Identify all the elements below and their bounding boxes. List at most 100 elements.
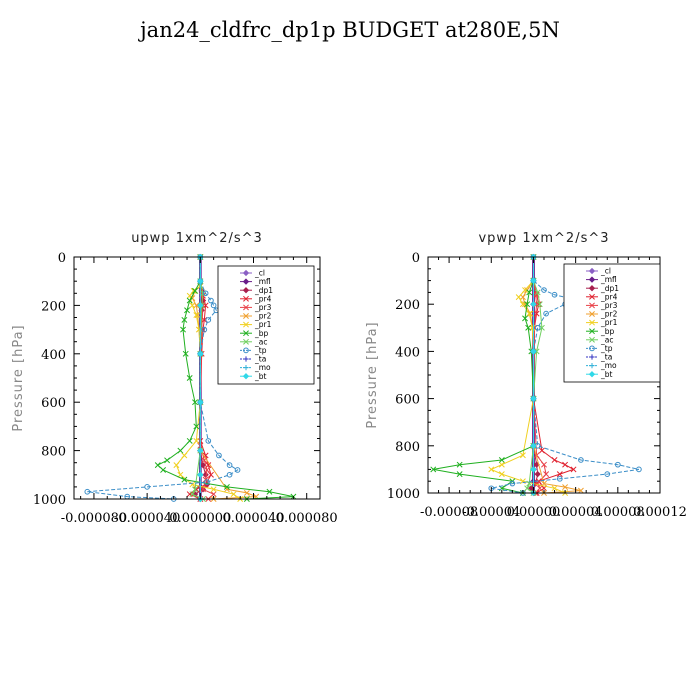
legend-entry: _bt	[586, 370, 613, 379]
legend-entry: _ac	[240, 337, 267, 346]
series-tp	[84, 254, 241, 502]
legend-label: _ta	[254, 355, 266, 364]
data-point	[515, 294, 522, 301]
data-point	[562, 461, 569, 468]
panel-title: vpwp 1xm^2/s^3	[478, 231, 609, 246]
data-point	[530, 395, 537, 402]
legend-entry: _pr3	[240, 303, 272, 312]
legend-entry: _bp	[586, 327, 615, 336]
data-point	[204, 479, 210, 485]
legend-marker	[589, 302, 595, 309]
legend-entry: _mfl	[240, 277, 271, 286]
data-point	[522, 315, 528, 322]
legend-label: _mo	[600, 361, 617, 370]
data-point	[522, 287, 528, 293]
data-point	[519, 452, 526, 459]
data-point	[536, 301, 543, 308]
legend-marker	[242, 373, 250, 380]
legend-marker	[589, 319, 595, 326]
legend-label: _ac	[254, 337, 267, 346]
data-point	[498, 461, 505, 468]
legend-label: _dp1	[254, 286, 273, 295]
data-point	[192, 399, 198, 406]
data-point	[189, 491, 196, 498]
legend: _cl_mfl_dp1_pr4_pr3_pr2_pr1_bp_ac_tp_ta_…	[563, 263, 661, 383]
legend-entry: _ta	[586, 353, 612, 362]
data-point	[164, 457, 171, 464]
x-tick-label: 0.00012	[633, 505, 687, 520]
data-point	[538, 447, 545, 454]
legend: _cl_mfl_dp1_pr4_pr3_pr2_pr1_bp_ac_tp_ta_…	[217, 265, 315, 385]
legend-label: _mfl	[254, 277, 271, 286]
legend-label: _mfl	[600, 275, 617, 284]
data-point	[186, 375, 193, 381]
data-point	[519, 301, 526, 308]
legend-label: _cl	[254, 269, 265, 278]
x-tick-label: -0.00004	[462, 505, 520, 520]
data-point	[570, 466, 577, 473]
legend-label: _cl	[600, 267, 611, 276]
legend-entry: _pr2	[586, 310, 618, 319]
data-point	[614, 461, 621, 468]
y-tick-label: 0	[58, 251, 66, 266]
x-tick-label: -0.000040	[114, 511, 180, 526]
legend-marker	[588, 371, 596, 378]
data-point	[216, 452, 222, 459]
data-point	[430, 466, 437, 473]
data-point	[526, 310, 533, 317]
legend-label: _pr1	[600, 318, 618, 327]
data-point	[234, 467, 241, 473]
legend-marker	[588, 285, 596, 292]
data-point	[534, 324, 541, 331]
data-point	[193, 423, 200, 430]
legend-label: _bp	[254, 329, 269, 338]
data-point	[154, 462, 161, 469]
data-point	[266, 488, 273, 495]
legend-entry: _cl	[586, 267, 611, 276]
data-point	[556, 476, 563, 482]
legend-entry: _dp1	[240, 286, 273, 295]
data-point	[199, 461, 207, 469]
legend-label: _pr4	[600, 292, 618, 301]
legend-marker	[589, 336, 595, 343]
legend-marker	[589, 354, 595, 360]
legend-entry: _mfl	[586, 275, 617, 284]
data-point	[636, 466, 642, 473]
data-point	[173, 462, 180, 469]
legend-entry: _pr3	[586, 301, 618, 310]
data-point	[534, 289, 541, 296]
data-point	[186, 437, 193, 444]
legend-marker	[243, 304, 249, 311]
legend-entry: _ta	[240, 355, 266, 364]
data-point	[189, 481, 196, 488]
data-point	[530, 466, 537, 473]
x-tick-label: 0.000000	[169, 511, 231, 526]
legend-marker	[243, 347, 249, 354]
legend-marker	[243, 365, 249, 371]
data-point	[578, 457, 584, 463]
data-point	[534, 470, 541, 478]
legend-box	[217, 265, 315, 385]
y-tick-label: 400	[41, 348, 66, 363]
legend-entry: _bt	[240, 372, 267, 381]
data-point	[230, 491, 237, 498]
legend-marker	[243, 321, 249, 328]
data-point	[204, 467, 210, 473]
data-point	[184, 307, 190, 314]
data-point	[538, 324, 545, 331]
data-point	[509, 480, 516, 487]
data-point	[197, 350, 204, 357]
data-point	[84, 488, 91, 495]
data-point	[226, 471, 233, 478]
x-tick-label: -0.000080	[61, 511, 127, 526]
x-tick-label: 0.00000	[507, 505, 561, 520]
data-point	[530, 442, 537, 449]
legend-marker	[242, 287, 250, 294]
data-point	[556, 471, 563, 478]
data-point	[524, 485, 531, 492]
data-point	[541, 461, 547, 468]
data-point	[181, 452, 188, 459]
legend-entry: _ac	[586, 335, 613, 344]
legend-marker	[243, 338, 249, 345]
